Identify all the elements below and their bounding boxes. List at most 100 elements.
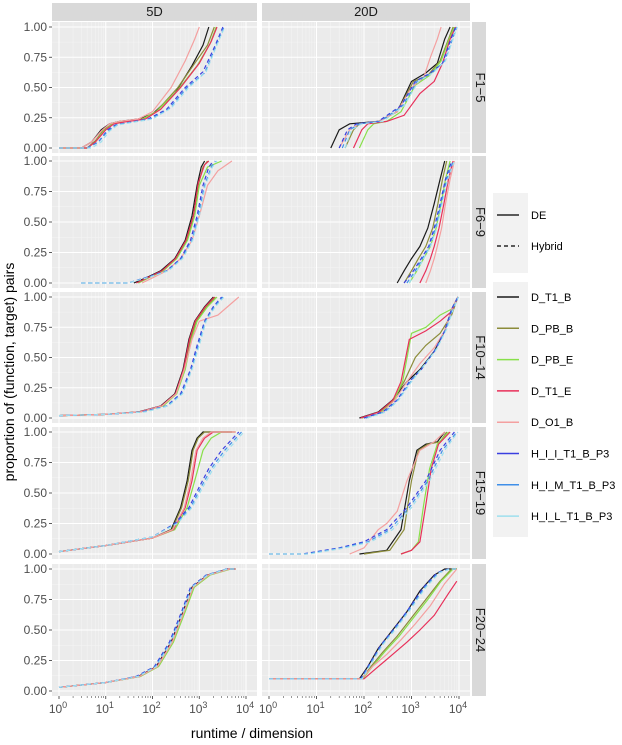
- y-tick-label: 0.25: [24, 654, 48, 668]
- row-strip: [472, 22, 486, 153]
- series-line-D_PB_B: [403, 160, 448, 284]
- y-tick-label: 0.00: [24, 276, 48, 290]
- row-strip-label: F1−5: [473, 73, 488, 103]
- series-line-D_T1_E: [400, 431, 451, 555]
- y-tick-label: 0.75: [24, 320, 48, 334]
- y-tick-label: 0.75: [24, 185, 48, 199]
- panel-2-0: [52, 292, 257, 423]
- y-tick-label: 1.00: [24, 154, 48, 168]
- series-line-D_PB_E: [361, 296, 459, 419]
- series-line-H_I_L_T1_B_P3: [269, 431, 459, 555]
- y-tick-label: 0.75: [24, 50, 48, 64]
- row-strip-label: F15−19: [473, 471, 488, 515]
- x-tick-label: 102: [142, 700, 160, 716]
- series-line-D_T1_E: [352, 26, 457, 149]
- color-legend-label-D_PB_E: D_PB_E: [531, 355, 573, 367]
- panel-1-0: [52, 156, 257, 288]
- x-tick-label: 104: [236, 700, 254, 716]
- series-line-D_O1_B: [59, 26, 200, 149]
- series-line-D_O1_B: [425, 160, 455, 284]
- linetype-legend-label: DE: [531, 210, 546, 222]
- linetype-legend-box: [493, 193, 528, 273]
- series-line-H_I_L_T1_B_P3: [58, 568, 236, 688]
- series-line-D_T1_E: [269, 580, 458, 680]
- series-line-D_T1_E: [360, 296, 459, 419]
- y-tick-label: 0.00: [24, 684, 48, 698]
- series-line-D_T1_E: [59, 26, 218, 149]
- series-line-H_I_L_T1_B_P3: [81, 160, 218, 284]
- y-tick-label: 1.00: [24, 20, 48, 34]
- color-legend-label-D_T1_B: D_T1_B: [531, 292, 571, 304]
- y-tick-label: 0.25: [24, 381, 48, 395]
- y-tick-label: 0.75: [24, 593, 48, 607]
- y-tick-label: 0.25: [24, 517, 48, 531]
- y-tick-label: 0.50: [24, 215, 48, 229]
- row-strip: [472, 292, 486, 423]
- x-tick-label: 102: [354, 700, 372, 716]
- y-tick-label: 0.00: [24, 141, 48, 155]
- panel-2-1: [262, 292, 470, 423]
- series-line-D_T1_B: [330, 26, 451, 149]
- series-line-D_T1_E: [419, 160, 454, 284]
- series-line-D_T1_B: [396, 160, 446, 284]
- panel-4-1: [262, 564, 470, 696]
- series-line-H_I_L_T1_B_P3: [408, 160, 455, 284]
- column-strip-label: 5D: [146, 4, 163, 19]
- x-tick-label: 103: [189, 700, 207, 716]
- column-strip-label: 20D: [354, 4, 378, 19]
- y-axis-title: proportion of (function, target) pairs: [1, 263, 17, 482]
- y-tick-label: 0.50: [24, 486, 48, 500]
- x-tick-label: 100: [259, 700, 277, 716]
- series-line-H_I_I_T1_B_P3: [403, 160, 453, 284]
- series-line-H_I_M_T1_B_P3: [406, 160, 454, 284]
- x-tick-label: 101: [306, 700, 324, 716]
- facet-grid: 5D 20D F1−5 F6−9 F10−14 F15−19 F20−24 0.00 0.25 0…: [24, 3, 488, 716]
- color-legend-label-H_I_M_T1_B_P3: H_I_M_T1_B_P3: [531, 480, 615, 492]
- series-line-H_I_M_T1_B_P3: [59, 26, 225, 149]
- color-legend-label-D_O1_B: D_O1_B: [531, 417, 573, 429]
- row-strip: [472, 564, 486, 696]
- y-tick-label: 0.00: [24, 547, 48, 561]
- panel-4-0: [52, 564, 257, 696]
- panel-3-0: [52, 427, 257, 559]
- y-tick-label: 0.50: [24, 351, 48, 365]
- series-line-H_I_I_T1_B_P3: [363, 296, 459, 419]
- series-line-H_I_L_T1_B_P3: [58, 296, 225, 417]
- row-strip-label: F6−9: [473, 207, 488, 237]
- y-tick-label: 0.25: [24, 111, 48, 125]
- row-strip: [472, 156, 486, 288]
- column-strip: [262, 3, 470, 21]
- y-tick-label: 0.50: [24, 623, 48, 637]
- row-strip-label: F10−14: [473, 335, 488, 379]
- x-tick-label: 101: [96, 700, 114, 716]
- color-legend-box: [493, 282, 528, 537]
- x-tick-label: 104: [449, 700, 467, 716]
- y-tick-label: 0.25: [24, 246, 48, 260]
- row-strip-label: F20−24: [473, 608, 488, 652]
- y-tick-label: 1.00: [24, 562, 48, 576]
- color-legend-label-H_I_I_T1_B_P3: H_I_I_T1_B_P3: [531, 449, 609, 461]
- panel-3-1: [262, 427, 470, 559]
- series-line-H_I_L_T1_B_P3: [58, 431, 245, 553]
- row-strip: [472, 427, 486, 559]
- series-line-H_I_M_T1_B_P3: [269, 568, 457, 680]
- series-line-H_I_L_T1_B_P3: [344, 26, 458, 149]
- series-line-H_I_L_T1_B_P3: [59, 26, 226, 149]
- x-tick-label: 100: [49, 700, 67, 716]
- y-tick-label: 1.00: [24, 425, 48, 439]
- series-line-H_I_M_T1_B_P3: [341, 26, 458, 149]
- y-tick-label: 0.50: [24, 81, 48, 95]
- series-line-H_I_I_T1_B_P3: [338, 26, 457, 149]
- series-line-H_I_I_T1_B_P3: [269, 568, 457, 680]
- panel-0-1: [262, 22, 470, 153]
- panel-0-0: [52, 22, 257, 153]
- x-axis-title: runtime / dimension: [191, 725, 313, 741]
- x-tick-label: 103: [401, 700, 419, 716]
- series-line-H_I_L_T1_B_P3: [269, 568, 457, 680]
- series-line-D_O1_B: [363, 296, 459, 419]
- series-line-H_I_I_T1_B_P3: [58, 568, 236, 688]
- y-tick-label: 0.75: [24, 456, 48, 470]
- color-legend-label-D_PB_B: D_PB_B: [531, 323, 573, 335]
- series-line-D_PB_B: [363, 431, 448, 555]
